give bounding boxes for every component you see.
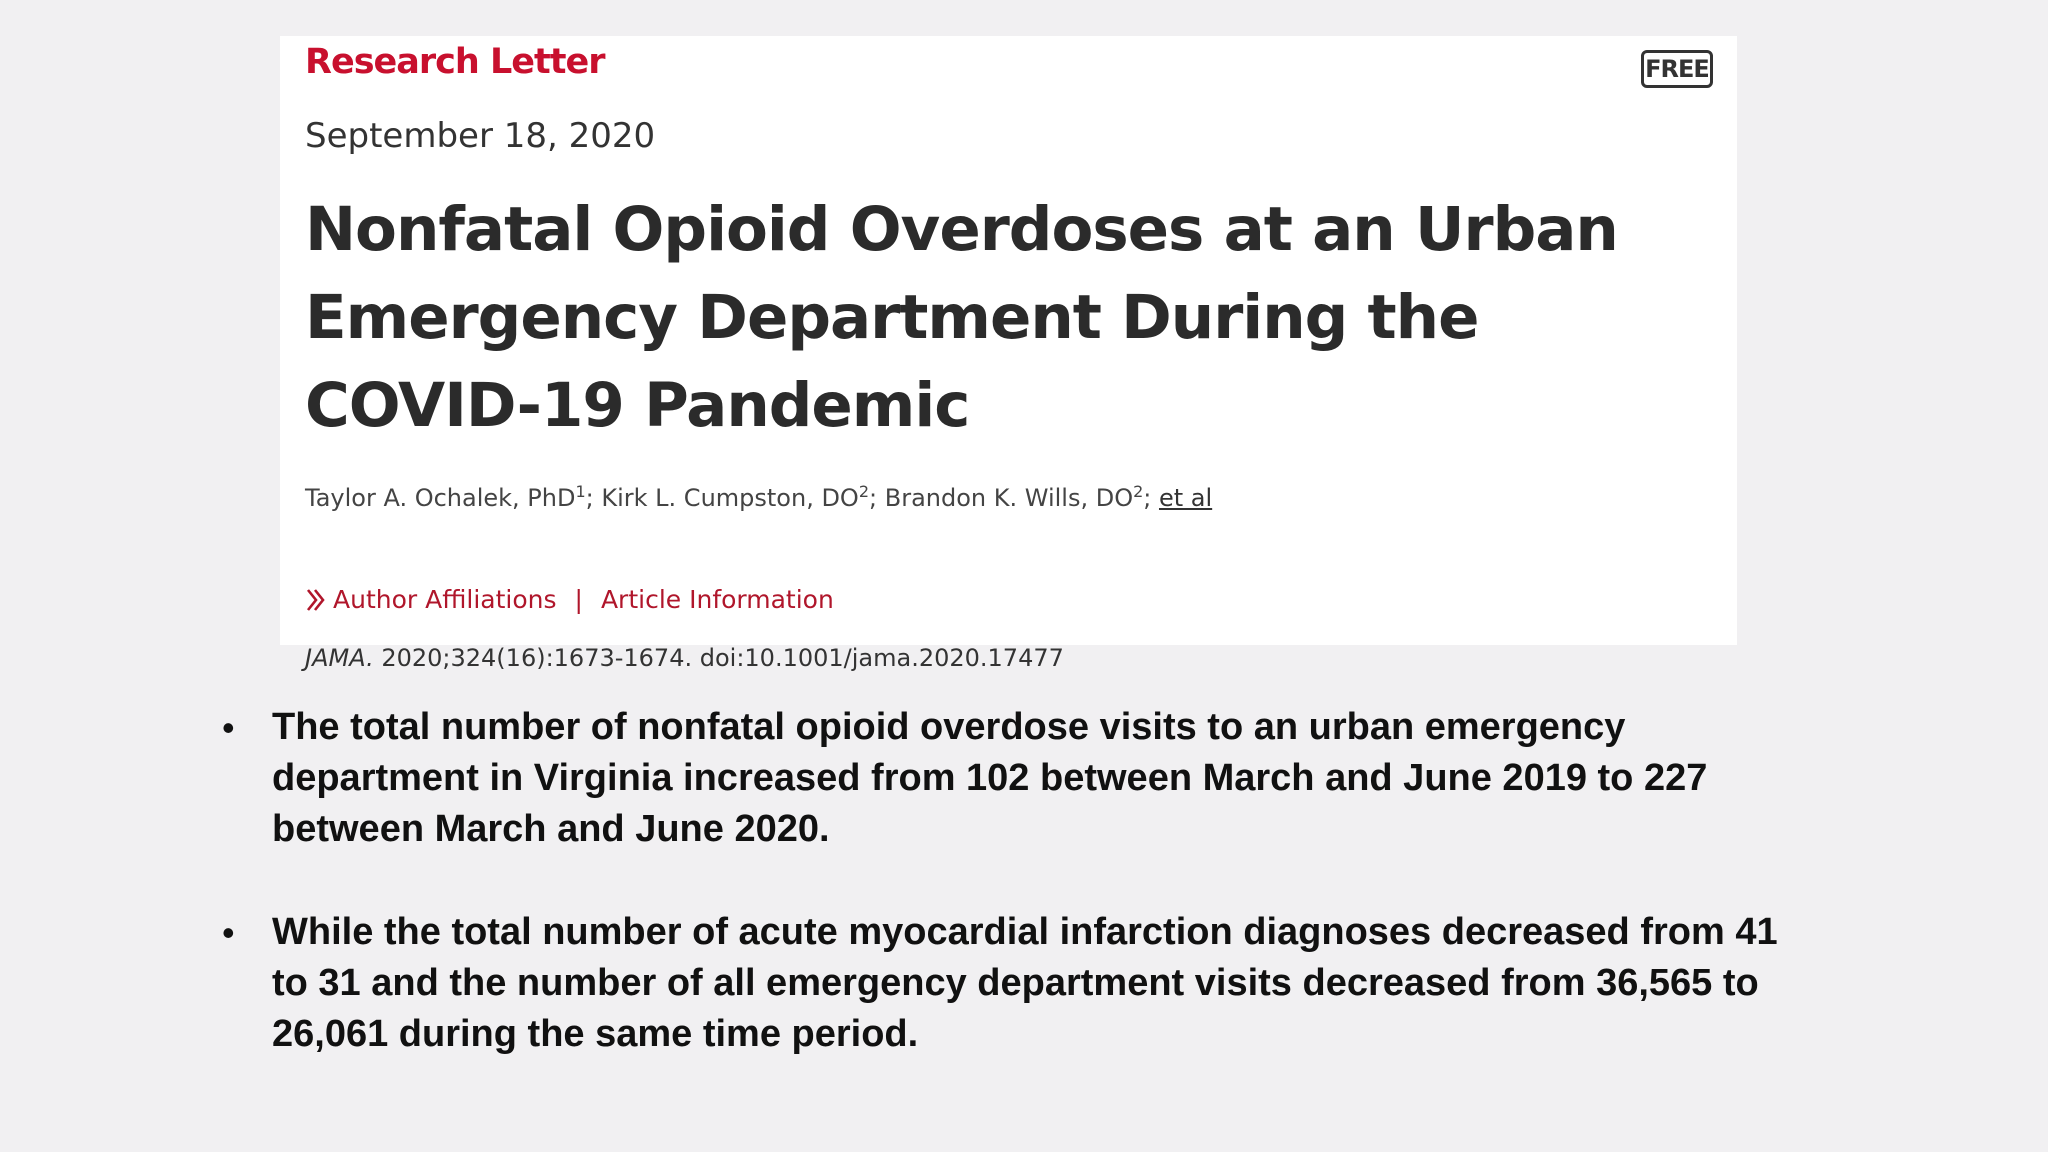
author-list: Taylor A. Ochalek, PhD1; Kirk L. Cumpsto… [305, 482, 1212, 512]
free-badge: FREE [1641, 50, 1713, 88]
citation-details: 2020;324(16):1673-1674. doi:10.1001/jama… [373, 644, 1064, 672]
citation: JAMA. 2020;324(16):1673-1674. doi:10.100… [305, 644, 1064, 672]
article-screenshot-card: Research Letter FREE September 18, 2020 … [280, 36, 1737, 672]
author-separator: ; [869, 484, 885, 512]
publication-date: September 18, 2020 [305, 116, 656, 156]
summary-bullet: • While the total number of acute myocar… [220, 907, 1820, 1060]
author-affiliation-number: 1 [575, 482, 586, 501]
citation-journal: JAMA. [305, 644, 374, 672]
author-affiliation-number: 2 [1133, 482, 1144, 501]
bullet-text: The total number of nonfatal opioid over… [272, 706, 1708, 850]
author-name: Kirk L. Cumpston, DO [601, 484, 859, 512]
article-information-link[interactable]: Article Information [600, 585, 834, 614]
summary-bullet: • The total number of nonfatal opioid ov… [220, 702, 1820, 855]
double-chevron-right-icon [306, 588, 325, 611]
summary-bullet-list: • The total number of nonfatal opioid ov… [220, 702, 1820, 1112]
link-separator: | [574, 585, 583, 614]
article-links-row: Author Affiliations | Article Informatio… [305, 585, 834, 614]
article-type-label: Research Letter [305, 42, 605, 82]
bullet-text: While the total number of acute myocardi… [272, 911, 1778, 1055]
author-separator: ; [585, 484, 602, 512]
bullet-marker: • [222, 707, 235, 748]
bullet-marker: • [222, 912, 235, 953]
article-title: Nonfatal Opioid Overdoses at an Urban Em… [305, 194, 1619, 441]
author-name: Brandon K. Wills, DO [884, 484, 1134, 512]
author-affiliation-number: 2 [858, 482, 870, 501]
author-name: Taylor A. Ochalek, PhD [305, 484, 576, 512]
et-al-link[interactable]: et al [1158, 484, 1213, 512]
author-separator: ; [1143, 484, 1159, 512]
author-affiliations-link[interactable]: Author Affiliations [333, 585, 557, 614]
